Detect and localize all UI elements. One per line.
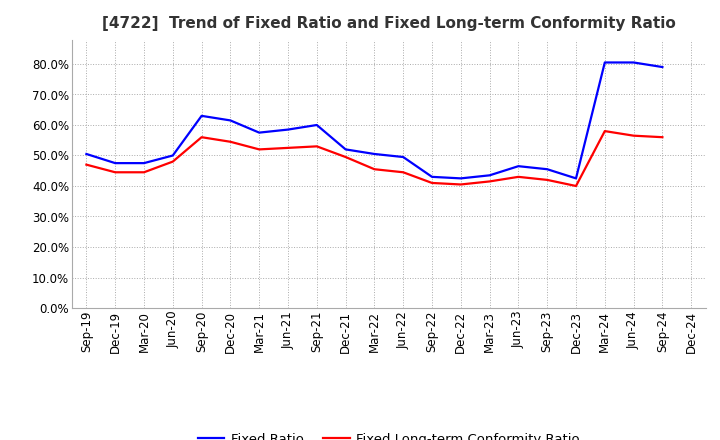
Fixed Ratio: [341, 147, 350, 152]
Fixed Ratio: [111, 161, 120, 166]
Line: Fixed Ratio: Fixed Ratio: [86, 62, 662, 178]
Fixed Long-term Conformity Ratio: [341, 154, 350, 160]
Fixed Ratio: [572, 176, 580, 181]
Fixed Long-term Conformity Ratio: [168, 159, 177, 164]
Fixed Long-term Conformity Ratio: [255, 147, 264, 152]
Fixed Ratio: [485, 172, 494, 178]
Fixed Ratio: [140, 161, 148, 166]
Fixed Long-term Conformity Ratio: [312, 144, 321, 149]
Fixed Ratio: [543, 167, 552, 172]
Title: [4722]  Trend of Fixed Ratio and Fixed Long-term Conformity Ratio: [4722] Trend of Fixed Ratio and Fixed Lo…: [102, 16, 675, 32]
Fixed Long-term Conformity Ratio: [658, 135, 667, 140]
Legend: Fixed Ratio, Fixed Long-term Conformity Ratio: Fixed Ratio, Fixed Long-term Conformity …: [192, 427, 585, 440]
Fixed Ratio: [284, 127, 292, 132]
Fixed Long-term Conformity Ratio: [572, 183, 580, 189]
Fixed Long-term Conformity Ratio: [284, 145, 292, 150]
Fixed Ratio: [514, 164, 523, 169]
Fixed Long-term Conformity Ratio: [226, 139, 235, 144]
Fixed Long-term Conformity Ratio: [82, 162, 91, 167]
Fixed Ratio: [629, 60, 638, 65]
Fixed Long-term Conformity Ratio: [428, 180, 436, 186]
Fixed Ratio: [370, 151, 379, 157]
Fixed Long-term Conformity Ratio: [399, 170, 408, 175]
Line: Fixed Long-term Conformity Ratio: Fixed Long-term Conformity Ratio: [86, 131, 662, 186]
Fixed Ratio: [168, 153, 177, 158]
Fixed Ratio: [255, 130, 264, 135]
Fixed Long-term Conformity Ratio: [370, 167, 379, 172]
Fixed Ratio: [197, 113, 206, 118]
Fixed Long-term Conformity Ratio: [514, 174, 523, 180]
Fixed Long-term Conformity Ratio: [111, 170, 120, 175]
Fixed Long-term Conformity Ratio: [197, 135, 206, 140]
Fixed Ratio: [456, 176, 465, 181]
Fixed Ratio: [600, 60, 609, 65]
Fixed Long-term Conformity Ratio: [485, 179, 494, 184]
Fixed Long-term Conformity Ratio: [600, 128, 609, 134]
Fixed Long-term Conformity Ratio: [629, 133, 638, 138]
Fixed Ratio: [226, 118, 235, 123]
Fixed Ratio: [82, 151, 91, 157]
Fixed Ratio: [399, 154, 408, 160]
Fixed Ratio: [658, 64, 667, 70]
Fixed Ratio: [312, 122, 321, 128]
Fixed Long-term Conformity Ratio: [456, 182, 465, 187]
Fixed Long-term Conformity Ratio: [140, 170, 148, 175]
Fixed Ratio: [428, 174, 436, 180]
Fixed Long-term Conformity Ratio: [543, 177, 552, 183]
